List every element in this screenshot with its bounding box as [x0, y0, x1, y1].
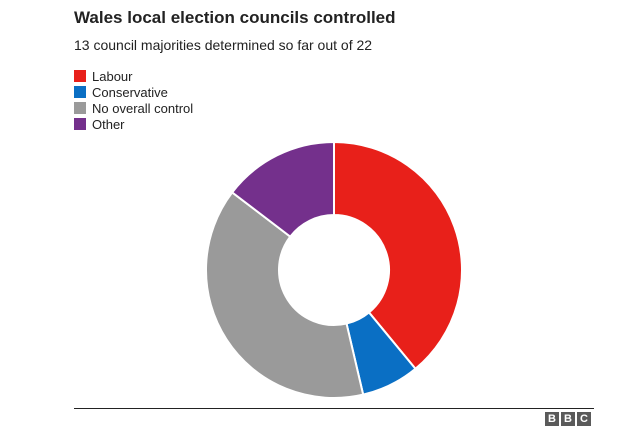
legend: Labour Conservative No overall control O…: [74, 68, 193, 132]
legend-swatch-conservative: [74, 86, 86, 98]
legend-item-other: Other: [74, 116, 193, 132]
legend-item-conservative: Conservative: [74, 84, 193, 100]
donut-slice-labour: [333, 140, 463, 371]
legend-swatch-other: [74, 118, 86, 130]
legend-swatch-no-overall-control: [74, 102, 86, 114]
donut-slice-no-overall-control: [205, 191, 365, 399]
chart-title: Wales local election councils controlled: [74, 8, 396, 27]
chart-subtitle: 13 council majorities determined so far …: [74, 37, 373, 53]
bbc-logo-letter: B: [545, 412, 559, 426]
bbc-logo-letter: B: [561, 412, 575, 426]
legend-item-no-overall-control: No overall control: [74, 100, 193, 116]
bbc-logo: B B C: [545, 412, 591, 426]
legend-label-conservative: Conservative: [92, 84, 168, 100]
donut-slice-other: [230, 140, 335, 239]
footer-rule: [74, 408, 594, 409]
legend-label-labour: Labour: [92, 68, 133, 84]
legend-label-other: Other: [92, 116, 125, 132]
bbc-logo-letter: C: [577, 412, 591, 426]
legend-swatch-labour: [74, 70, 86, 82]
legend-item-labour: Labour: [74, 68, 193, 84]
legend-label-no-overall-control: No overall control: [92, 100, 194, 116]
